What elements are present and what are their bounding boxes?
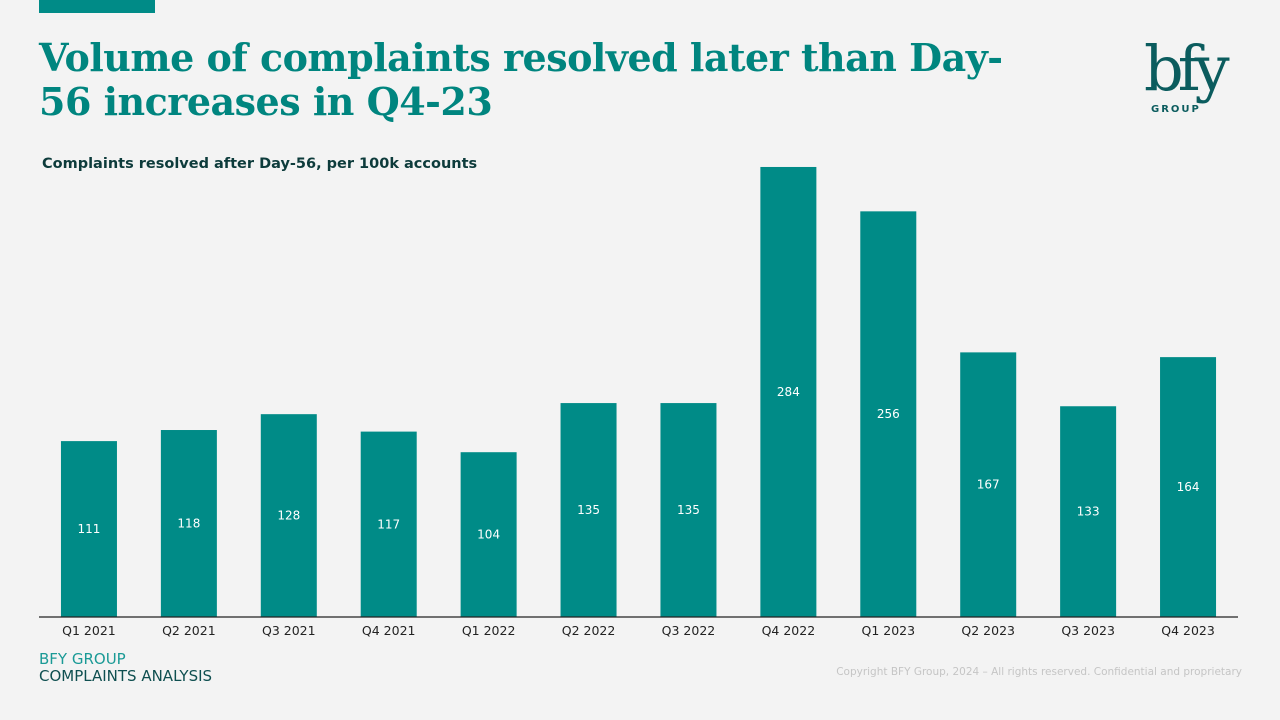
data-label: 167 — [977, 478, 1000, 492]
chart-title: Complaints resolved after Day-56, per 10… — [42, 156, 478, 172]
x-tick-label: Q2 2023 — [961, 623, 1015, 638]
bar-q3-2022 — [660, 403, 717, 617]
x-tick-label: Q3 2022 — [662, 623, 716, 638]
accent-bar — [39, 0, 155, 13]
bar-q1-2021 — [60, 441, 117, 617]
bar-q2-2021 — [160, 430, 217, 617]
bar-q1-2023 — [860, 211, 917, 618]
bar-q2-2023 — [960, 352, 1017, 617]
data-label: 135 — [677, 503, 700, 517]
bar-q2-2022 — [560, 403, 617, 617]
x-tick-label: Q1 2021 — [62, 623, 116, 638]
bar-q3-2023 — [1060, 406, 1117, 617]
data-label: 135 — [577, 503, 600, 517]
x-tick-label: Q4 2021 — [362, 623, 416, 638]
x-tick-label: Q2 2022 — [562, 623, 616, 638]
bfy-group-logo: bfy GROUP — [1138, 34, 1248, 120]
x-tick-label: Q4 2022 — [762, 623, 816, 638]
data-label: 118 — [177, 517, 200, 531]
x-tick-label: Q2 2021 — [162, 623, 216, 638]
data-label: 256 — [877, 407, 900, 421]
data-label: 284 — [777, 385, 800, 399]
bar-q4-2022 — [760, 166, 817, 618]
bars-group — [60, 166, 1217, 618]
bar-q4-2023 — [1160, 357, 1217, 617]
data-label: 117 — [377, 517, 400, 531]
x-tick-label: Q3 2021 — [262, 623, 316, 638]
logo-text: GROUP — [1151, 104, 1201, 115]
data-label: 164 — [1177, 480, 1200, 494]
copyright-notice: Copyright BFY Group, 2024 – All rights r… — [836, 666, 1242, 678]
labels-group: 111 Q1 2021 118 Q2 2021 128 Q3 2021 117 Q4 2021… — [62, 385, 1215, 638]
slide-title: Volume of complaints resolved later than… — [39, 35, 1003, 124]
x-tick-label: Q4 2023 — [1161, 623, 1215, 638]
bar-q3-2021 — [260, 414, 317, 617]
bar-q4-2021 — [360, 431, 417, 617]
footer-brand: BFY GROUP — [39, 650, 126, 668]
bar-q1-2022 — [460, 452, 517, 617]
data-label: 104 — [477, 528, 500, 542]
data-label: 111 — [78, 522, 101, 536]
x-tick-label: Q1 2023 — [862, 623, 916, 638]
footer-section: COMPLAINTS ANALYSIS — [39, 667, 213, 685]
data-label: 128 — [277, 509, 300, 523]
data-label: 133 — [1077, 505, 1100, 519]
x-tick-label: Q1 2022 — [462, 623, 516, 638]
logo-mark: bfy — [1144, 32, 1230, 105]
x-tick-label: Q3 2023 — [1061, 623, 1115, 638]
